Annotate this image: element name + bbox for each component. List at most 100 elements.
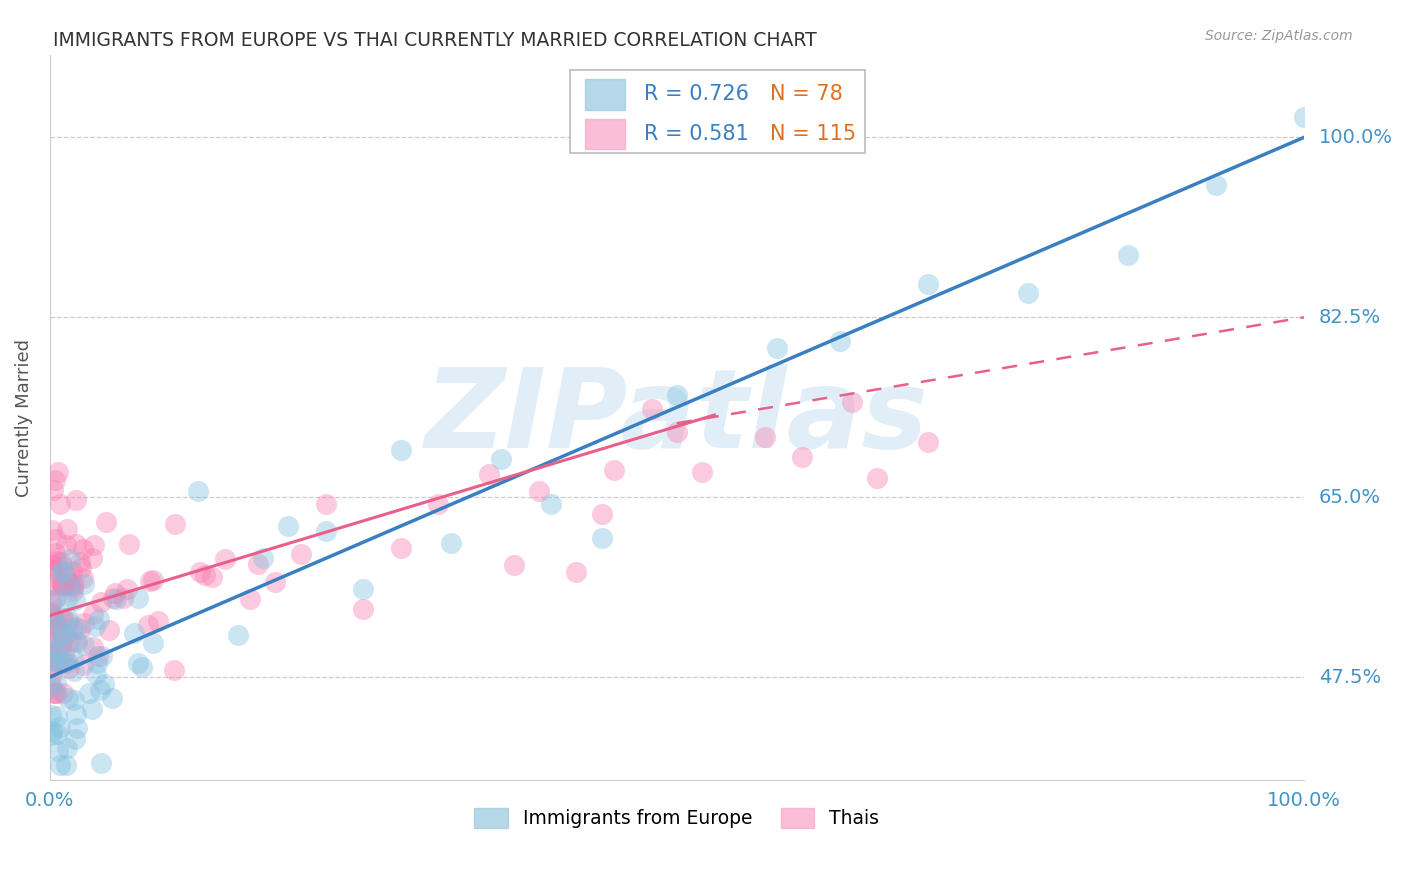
Point [89, 612, 111, 626]
Point [46, 640, 69, 654]
Point [44, 646, 66, 660]
Point [127, 656, 149, 670]
Text: R = 0.726: R = 0.726 [644, 84, 749, 104]
Point [48, 619, 70, 633]
Point [252, 550, 274, 565]
Point [84, 618, 107, 632]
Point [101, 591, 124, 606]
Point [51, 559, 73, 574]
Point [45, 554, 67, 568]
Point [89, 682, 111, 697]
Point [489, 451, 512, 466]
Point [48, 497, 70, 511]
Point [42, 685, 65, 699]
Point [389, 442, 412, 457]
Point [73, 576, 96, 591]
Point [59, 551, 82, 566]
Point [65, 707, 87, 722]
Point [41, 724, 63, 739]
Point [41, 523, 63, 537]
Point [122, 625, 145, 640]
Text: Source: ZipAtlas.com: Source: ZipAtlas.com [1205, 29, 1353, 43]
Point [1118, 247, 1140, 261]
Point [136, 617, 159, 632]
Point [51, 613, 73, 627]
Point [46, 727, 69, 741]
Point [62, 651, 84, 665]
Text: N = 78: N = 78 [769, 84, 842, 104]
Point [315, 524, 337, 538]
Point [866, 470, 889, 484]
Point [44, 546, 66, 560]
Point [44, 638, 66, 652]
Text: N = 115: N = 115 [769, 124, 856, 144]
Point [77, 686, 100, 700]
Point [591, 531, 613, 545]
Point [163, 663, 186, 677]
Point [51, 634, 73, 648]
Point [39, 660, 62, 674]
Point [39, 681, 62, 695]
Point [73, 615, 96, 630]
Text: R = 0.581: R = 0.581 [644, 124, 749, 144]
Point [226, 628, 249, 642]
Point [87, 649, 110, 664]
Point [55, 626, 77, 640]
Point [44, 685, 66, 699]
Point [72, 542, 94, 557]
Point [766, 341, 789, 355]
Point [62, 580, 84, 594]
Point [55, 571, 77, 585]
Point [52, 611, 75, 625]
Point [58, 615, 80, 630]
Point [187, 484, 209, 499]
Point [46, 619, 69, 633]
Point [139, 574, 162, 588]
Point [146, 614, 169, 628]
Point [42, 483, 65, 497]
Point [101, 690, 124, 705]
Point [51, 578, 73, 592]
Point [264, 574, 287, 589]
Point [70, 561, 93, 575]
Point [52, 564, 75, 578]
Point [41, 577, 63, 591]
Point [352, 582, 374, 597]
Point [565, 566, 588, 580]
Point [62, 576, 84, 591]
Point [60, 578, 83, 592]
Point [247, 558, 270, 572]
Point [118, 537, 141, 551]
Point [45, 532, 67, 546]
Point [80, 702, 103, 716]
Point [49, 720, 72, 734]
Point [63, 634, 86, 648]
Point [56, 578, 79, 592]
Legend: Immigrants from Europe, Thais: Immigrants from Europe, Thais [467, 800, 887, 836]
Point [63, 732, 86, 747]
Point [39, 594, 62, 608]
FancyBboxPatch shape [571, 70, 865, 153]
Point [39, 728, 62, 742]
Point [51, 579, 73, 593]
Point [49, 555, 72, 569]
Point [239, 591, 262, 606]
Point [45, 676, 67, 690]
Point [104, 586, 127, 600]
Point [42, 612, 65, 626]
Point [39, 635, 62, 649]
Point [52, 628, 75, 642]
Point [427, 497, 450, 511]
Point [200, 570, 222, 584]
Point [46, 685, 69, 699]
Text: 100.0%: 100.0% [1319, 128, 1393, 147]
Point [111, 591, 134, 605]
Point [42, 619, 65, 633]
Point [478, 467, 501, 482]
Point [42, 623, 65, 637]
Point [59, 634, 82, 648]
FancyBboxPatch shape [585, 79, 626, 110]
Point [72, 658, 94, 673]
Point [66, 722, 89, 736]
Point [105, 592, 128, 607]
